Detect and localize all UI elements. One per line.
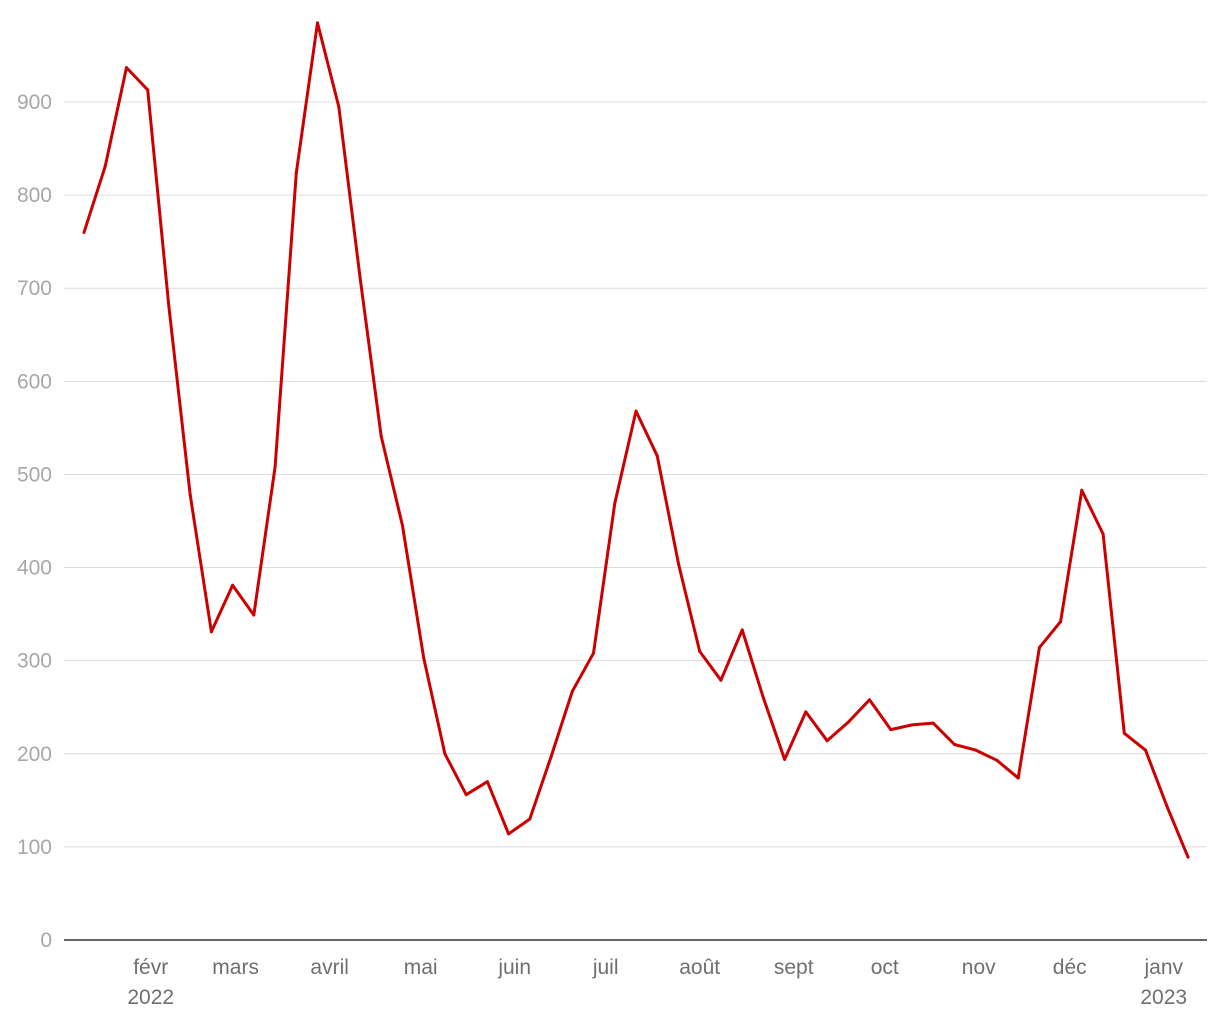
data-point xyxy=(464,793,468,797)
x-tick-label: févr xyxy=(133,956,168,979)
data-point xyxy=(868,698,871,702)
data-point xyxy=(82,230,86,234)
x-tick-label: mai xyxy=(404,956,438,979)
y-tick-label: 600 xyxy=(17,370,52,393)
y-tick-label: 400 xyxy=(17,557,52,580)
data-point xyxy=(1186,855,1190,859)
data-point xyxy=(507,832,511,836)
data-point xyxy=(655,454,659,458)
data-point xyxy=(677,562,680,566)
data-point xyxy=(337,105,341,109)
y-tick-label: 500 xyxy=(17,463,52,486)
data-point xyxy=(252,613,256,617)
x-tick-label: août xyxy=(679,956,720,979)
data-point xyxy=(613,501,617,505)
y-tick-label: 700 xyxy=(17,277,52,300)
x-tick-label: déc xyxy=(1053,956,1087,979)
data-point xyxy=(931,721,935,725)
gridlines xyxy=(64,101,1207,848)
series-line-0 xyxy=(82,21,1190,859)
data-point xyxy=(1165,804,1169,808)
data-point xyxy=(804,710,808,714)
data-point xyxy=(379,434,383,438)
data-point xyxy=(1059,620,1063,624)
x-tick-label: juin xyxy=(497,956,531,979)
y-tick-label: 300 xyxy=(17,650,52,673)
y-tick-label: 100 xyxy=(17,836,52,859)
x-tick-label: sept xyxy=(774,956,814,979)
data-point xyxy=(570,689,574,693)
x-tick-year-label: 2022 xyxy=(127,986,174,1009)
data-point xyxy=(188,493,192,497)
data-point xyxy=(1037,646,1041,650)
data-point xyxy=(209,630,213,634)
x-tick-label: mars xyxy=(212,956,259,979)
data-point xyxy=(910,723,914,727)
data-point xyxy=(103,164,107,168)
y-tick-label: 900 xyxy=(17,91,52,114)
y-tick-label: 200 xyxy=(17,743,52,766)
plot-area xyxy=(82,21,1190,859)
data-point xyxy=(825,739,829,743)
data-point xyxy=(485,780,489,784)
data-point xyxy=(231,583,235,587)
data-point xyxy=(740,628,744,632)
data-point xyxy=(294,171,298,175)
data-point xyxy=(995,758,999,762)
data-point xyxy=(634,409,638,413)
data-point xyxy=(528,817,532,821)
y-tick-label: 0 xyxy=(40,929,52,952)
data-point xyxy=(146,88,150,92)
data-point xyxy=(1101,532,1105,536)
data-point xyxy=(443,752,447,756)
x-tick-label: juil xyxy=(592,956,619,979)
y-axis: 0 100 200 300 400 500 600 700 800 900 xyxy=(17,91,52,952)
data-point xyxy=(592,651,595,655)
data-point xyxy=(698,649,702,653)
data-point xyxy=(719,678,723,682)
data-point xyxy=(316,21,319,25)
data-point xyxy=(889,728,893,732)
data-point xyxy=(974,748,978,752)
x-tick-label: janv xyxy=(1143,956,1183,979)
data-point xyxy=(846,720,850,724)
x-tick-label: nov xyxy=(962,956,996,979)
x-tick-label: avril xyxy=(310,956,349,979)
data-point xyxy=(167,305,171,309)
data-point xyxy=(1080,488,1084,492)
data-point xyxy=(761,696,765,700)
data-point xyxy=(953,743,956,746)
data-point xyxy=(422,656,426,660)
data-point xyxy=(783,757,787,761)
data-point xyxy=(401,524,404,528)
x-axis: févr 2022 mars avril mai juin juil août sept oct n… xyxy=(127,956,1187,1009)
data-point xyxy=(358,275,362,279)
data-point xyxy=(1122,731,1126,735)
data-point xyxy=(1016,776,1020,780)
data-point xyxy=(273,465,277,469)
x-tick-year-label: 2023 xyxy=(1140,986,1187,1009)
data-point xyxy=(1144,748,1147,752)
data-point xyxy=(549,755,553,759)
x-tick-label: oct xyxy=(871,956,899,979)
y-tick-label: 800 xyxy=(17,184,52,207)
data-point xyxy=(125,66,128,70)
